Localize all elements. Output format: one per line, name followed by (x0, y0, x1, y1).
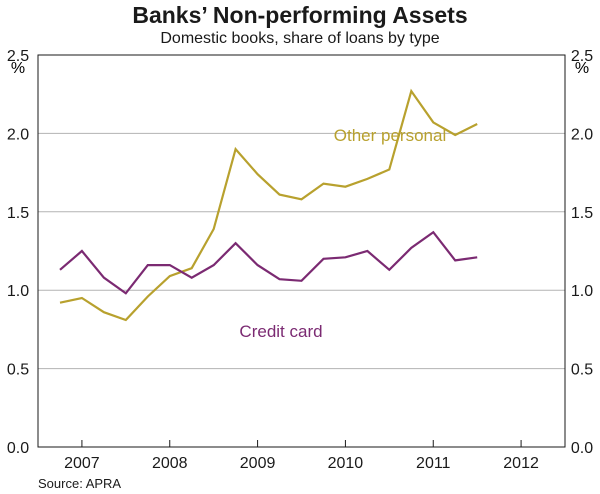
axis-labels: 0.0 0.0 0.5 0.5 1.0 1.0 1.5 1.5 2.0 2.0 2.5 2.5 2007… (7, 48, 593, 472)
x-tick-label: 2008 (152, 455, 188, 472)
chart-title: Banks’ Non-performing Assets (132, 2, 468, 28)
chart-subtitle: Domestic books, share of loans by type (160, 30, 440, 47)
annotation-other-personal: Other personal (334, 126, 446, 145)
y-unit-right: % (575, 60, 589, 77)
y-tick-label-left: 2.0 (7, 126, 29, 143)
y-tick-label-left: 0.5 (7, 362, 29, 379)
x-tick-label: 2007 (64, 455, 100, 472)
source-note: Source: APRA (38, 476, 122, 491)
y-tick-label-right: 0.0 (571, 440, 593, 457)
y-tick-label-right: 0.5 (571, 362, 593, 379)
series-lines (59, 88, 478, 322)
x-tick-label: 2012 (503, 455, 539, 472)
series-line-other-personal (59, 88, 478, 322)
annotation-credit-card: Credit card (239, 322, 322, 341)
y-tick-label-left: 1.5 (7, 205, 29, 222)
gridlines (38, 132, 565, 370)
y-tick-label-right: 1.5 (571, 205, 593, 222)
x-tick-label: 2009 (240, 455, 276, 472)
y-tick-label-left: 0.0 (7, 440, 29, 457)
y-tick-label-left: 1.0 (7, 283, 29, 300)
series-line-credit-card (59, 230, 478, 295)
y-tick-label-right: 2.0 (571, 126, 593, 143)
y-tick-label-left: 2.5 (7, 48, 29, 65)
y-tick-label-right: 2.5 (571, 48, 593, 65)
plot-frame (37, 54, 566, 448)
x-tick-label: 2011 (416, 455, 451, 472)
y-unit-left: % (11, 60, 25, 77)
y-tick-label-right: 1.0 (571, 283, 593, 300)
x-tick-label: 2010 (328, 455, 364, 472)
x-tick-marks (81, 440, 522, 447)
